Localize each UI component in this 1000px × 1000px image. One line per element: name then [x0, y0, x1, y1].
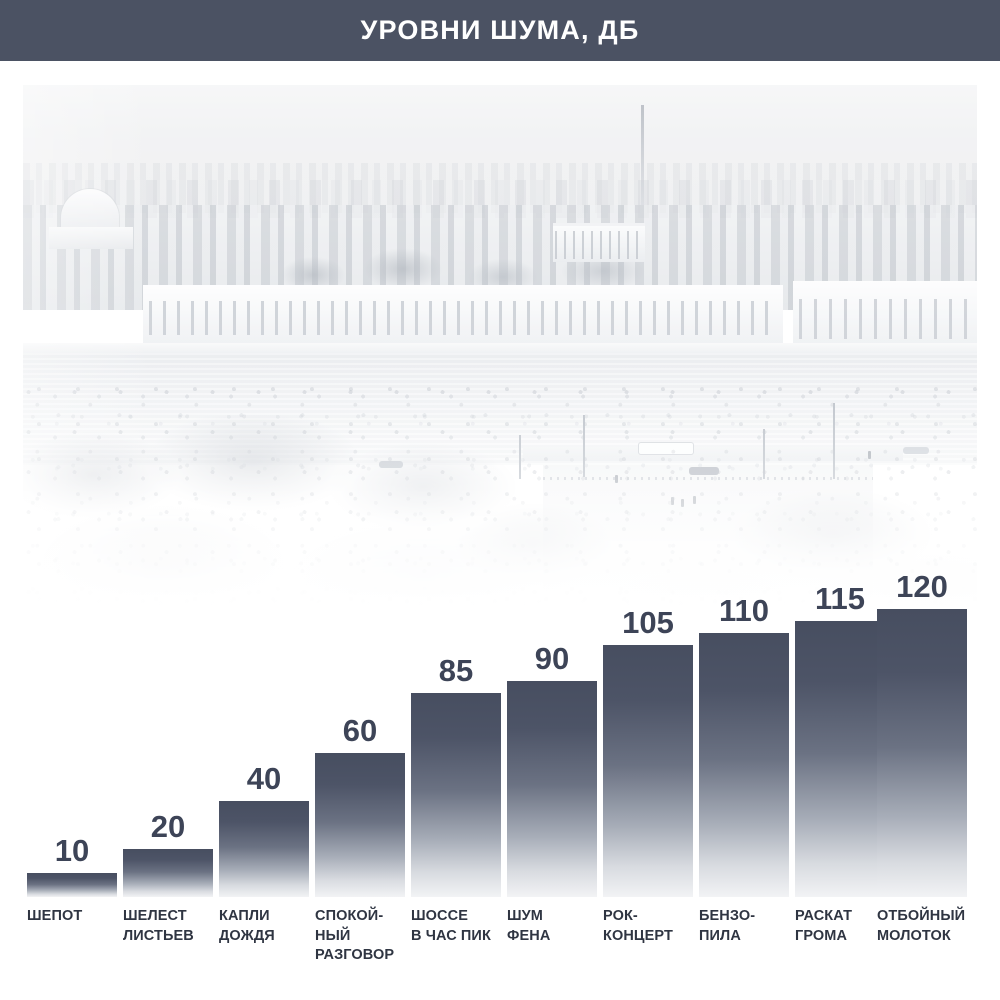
photo-far-skyline	[23, 163, 977, 213]
bar-value-5: 85	[438, 653, 474, 688]
bar-10	[877, 609, 967, 897]
bar-label-6: ШУМ ФЕНА	[507, 908, 551, 944]
bar-label-2: ШЕЛЕСТ ЛИСТЬЕВ	[123, 908, 194, 944]
bar-label-4: СПОКОЙ- НЫЙ РАЗГОВОР	[315, 908, 395, 964]
photo-dome-base	[49, 227, 133, 249]
bar-value-3: 40	[246, 761, 282, 796]
bar-value-2: 20	[150, 809, 186, 844]
background-photo	[23, 85, 977, 625]
bar-value-6: 90	[534, 641, 570, 676]
photo-antenna	[641, 105, 644, 205]
bar-9	[795, 621, 885, 897]
bar-value-10: 120	[896, 569, 948, 604]
bar-6	[507, 681, 597, 897]
bar-5	[411, 693, 501, 897]
bar-7	[603, 645, 693, 897]
header-bar: УРОВНИ ШУМА, ДБ	[0, 0, 1000, 61]
bar-label-1: ШЕПОТ	[27, 908, 83, 924]
bar-3	[219, 801, 309, 897]
bar-value-9: 115	[814, 581, 865, 616]
bar-1	[27, 873, 117, 897]
bar-value-4: 60	[342, 713, 378, 748]
bar-value-7: 105	[622, 605, 674, 640]
photo-cathedral-dome	[61, 189, 119, 233]
bar-label-7: РОК- КОНЦЕРТ	[603, 908, 673, 944]
bar-8	[699, 633, 789, 897]
bar-label-3: КАПЛИ ДОЖДЯ	[219, 908, 275, 944]
photo-portico-columns	[555, 231, 643, 259]
bar-value-8: 110	[718, 593, 769, 628]
bar-label-9: РАСКАТ ГРОМА	[795, 908, 853, 944]
bar-label-5: ШОССЕ В ЧАС ПИК	[411, 908, 491, 944]
bar-label-8: БЕНЗО- ПИЛА	[699, 908, 756, 944]
photo-sky	[23, 85, 977, 205]
bar-4	[315, 753, 405, 897]
bar-label-10: ОТБОЙНЫЙ МОЛОТОК	[877, 908, 966, 944]
bar-2	[123, 849, 213, 897]
bar-value-1: 10	[54, 833, 90, 868]
photo-bottom-white-fade	[23, 285, 977, 625]
page-title: УРОВНИ ШУМА, ДБ	[360, 15, 640, 45]
